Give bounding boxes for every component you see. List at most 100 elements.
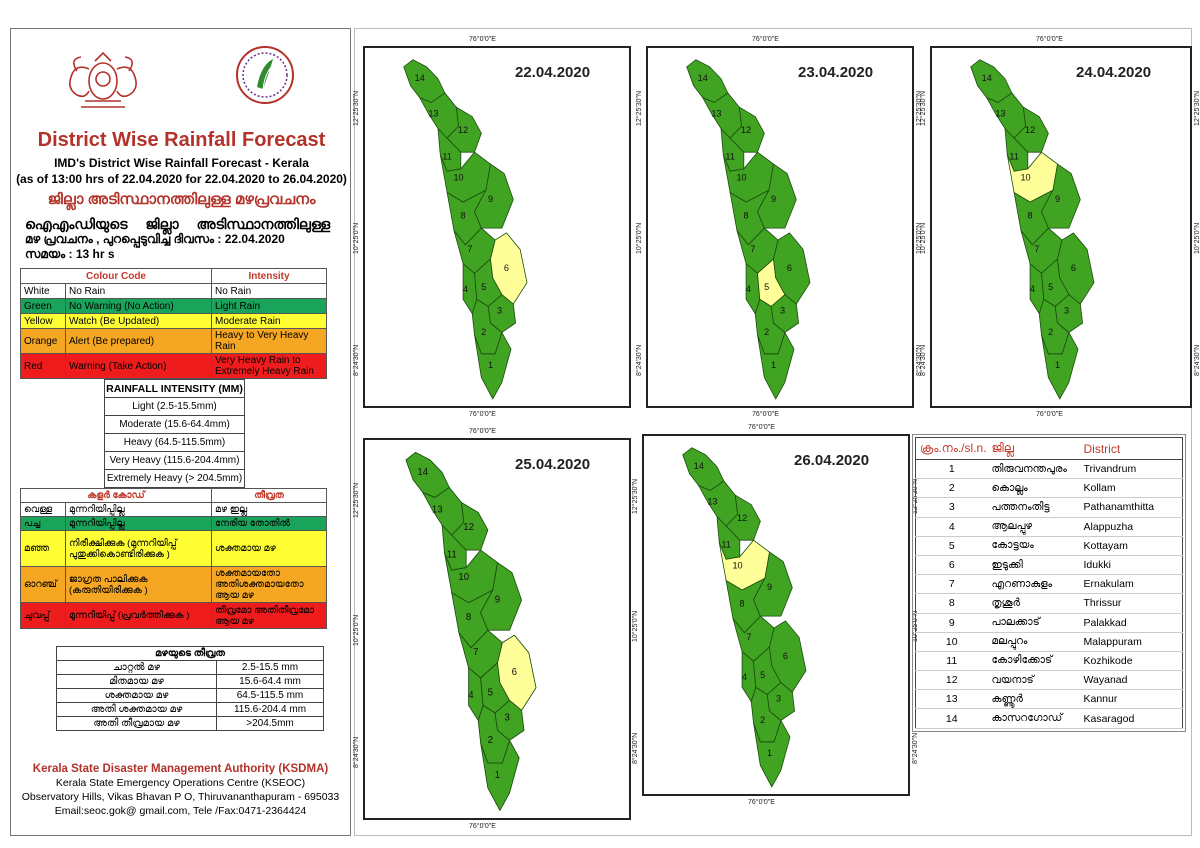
intensity-value: Heavy (64.5-115.5mm) <box>104 433 245 452</box>
colour-action-ml: മുന്നറിയിപ്പില്ല <box>65 516 212 531</box>
intensity-row: Heavy (64.5-115.5mm) <box>104 433 245 452</box>
intensity-value-ml: 15.6-64.4 mm <box>216 674 324 689</box>
district-row: 11 കോഴിക്കോട് Kozhikode <box>915 651 1183 672</box>
latitude-label: 10°25'0"N <box>632 610 639 642</box>
district-number-label: 1 <box>495 770 500 781</box>
district-table: ക്രം.നം./sl.n. ജില്ല District 1 തിരുവനന്ത… <box>915 437 1183 729</box>
colour-name: Red <box>20 353 66 379</box>
intensity-row-ml: അതി ശക്തമായ മഴ 115.6-204.4 mm <box>56 702 324 717</box>
colour-code-row-ml: ചുവപ്പ് മുന്നറിയിപ്പ് (പ്രവർത്തിക്കുക ) തീ… <box>20 602 327 629</box>
district-name-ml: കാസറഗോഡ് <box>987 708 1080 729</box>
district-number-label: 2 <box>481 327 486 337</box>
page-title-malayalam: ജില്ലാ അടിസ്ഥാനത്തിലുള്ള മഴപ്രവചനം <box>47 191 316 208</box>
district-number-label: 9 <box>495 594 500 605</box>
district-number-label: 7 <box>467 244 472 254</box>
map-date: 25.04.2020 <box>515 456 591 473</box>
district-number-label: 13 <box>995 108 1005 118</box>
district-number-label: 3 <box>776 693 781 703</box>
district-name-en: Kozhikode <box>1079 651 1183 672</box>
colour-action-ml: മുന്നറിയിപ്പില്ല <box>65 502 212 517</box>
forecast-map-panel: 1 2 3 4 5 6 7 8 9 10 11 12 13 14 22.04.2020 <box>363 46 631 408</box>
page-title: District Wise Rainfall Forecast <box>37 129 326 151</box>
colour-intensity-ml: നേരിയ തോതിൽ <box>211 516 327 531</box>
colour-code-row: Green No Warning (No Action) Light Rain <box>20 298 327 314</box>
latitude-label: 10°25'0"N <box>353 222 360 254</box>
district-number-label: 7 <box>746 632 751 642</box>
district-row: 10 മലപ്പുറം Malappuram <box>915 632 1183 652</box>
district-name-en: Kasaragod <box>1079 708 1183 729</box>
latitude-label: 8°24'30"N <box>912 732 919 764</box>
colour-action-ml: ജാഗ്രത പാലിക്കുക (കരുതിയിരിക്കുക ) <box>65 566 212 603</box>
intensity-value: Very Heavy (115.6-204.4mm) <box>104 451 245 470</box>
longitude-label: 76°0'0"E <box>748 799 775 806</box>
district-number-label: 14 <box>982 73 992 83</box>
colour-intensity: No Rain <box>211 283 327 299</box>
colour-code-row-ml: വെള്ള മുന്നറിയിപ്പില്ല മഴ ഇല്ല <box>20 502 327 517</box>
colour-intensity-ml: ശക്തമായ മഴ <box>211 530 327 567</box>
latitude-label: 8°24'30"N <box>1194 344 1200 376</box>
district-number-label: 3 <box>497 305 502 315</box>
district-name-ml: വയനാട് <box>987 670 1080 691</box>
colour-action-ml: നിരീക്ഷിക്കുക (മുന്നറിയിപ്പ് പുതുക്കികൊണ… <box>65 530 212 567</box>
district-number-label: 3 <box>504 712 510 723</box>
district-number-label: 7 <box>473 647 478 658</box>
colour-name-ml: പച്ച <box>20 516 66 531</box>
district-name-ml: തൃശൂർ <box>987 593 1080 614</box>
colour-intensity-ml: ശക്തമായതോ അതിശക്തമായതോ ആയ മഴ <box>211 566 327 603</box>
district-number-label: 5 <box>481 282 486 292</box>
longitude-label: 76°0'0"E <box>469 428 496 435</box>
district-number-label: 10 <box>1020 173 1030 183</box>
district-shape-9 <box>480 561 523 631</box>
district-number-label: 4 <box>742 672 747 682</box>
issued-line: ഐഎംഡിയുടെ ജില്ലാ അടിസ്ഥാനത്തിലുള്ള <box>25 216 331 232</box>
district-name-ml: എറണാകുളം <box>987 574 1080 595</box>
district-number-label: 6 <box>512 667 518 678</box>
district-number-label: 6 <box>787 263 792 273</box>
district-number-label: 7 <box>750 244 755 254</box>
colour-action: No Warning (No Action) <box>65 298 212 314</box>
footer-org: Kerala State Disaster Management Authori… <box>32 763 329 775</box>
district-name-ml: മലപ്പുറം <box>987 632 1080 652</box>
district-number-label: 5 <box>764 282 769 292</box>
intensity-value-ml: 2.5-15.5 mm <box>216 660 324 675</box>
district-shape-6 <box>769 620 807 693</box>
map-date: 22.04.2020 <box>515 64 591 81</box>
longitude-label: 76°0'0"E <box>469 36 496 43</box>
colour-name: Orange <box>20 328 66 354</box>
district-shape-14 <box>405 451 450 498</box>
intensity-value: Light (2.5-15.5mm) <box>104 397 245 416</box>
district-name-ml: കോട്ടയം <box>987 536 1080 556</box>
district-row: 1 തിരുവനന്തപുരം Trivandrum <box>915 459 1183 480</box>
ksdma-logo-icon <box>236 46 294 104</box>
colour-code-row: White No Rain No Rain <box>20 283 327 299</box>
colour-code-row-ml: ഓറഞ്ച് ജാഗ്രത പാലിക്കുക (കരുതിയിരിക്കുക )… <box>20 566 327 603</box>
intensity-row: Very Heavy (115.6-204.4mm) <box>104 451 245 470</box>
district-name-en: Wayanad <box>1079 670 1183 691</box>
district-shape-6 <box>773 232 811 305</box>
longitude-label: 76°0'0"E <box>752 36 779 43</box>
district-number-label: 10 <box>453 173 463 183</box>
district-number: 10 <box>915 632 988 652</box>
intensity-value-ml: >204.5mm <box>216 716 324 731</box>
district-shape-9 <box>1041 163 1081 229</box>
district-shape-14 <box>403 59 446 103</box>
intensity-header-ml: തീവ്രത <box>211 488 327 503</box>
district-number-label: 4 <box>463 284 468 294</box>
district-number-label: 14 <box>415 73 425 83</box>
intensity-row-ml: അതി തീവ്രമായ മഴ >204.5mm <box>56 716 324 731</box>
colour-code-header-ml: കളർ കോഡ് <box>20 488 212 503</box>
issued-info: ഐഎംഡിയുടെ ജില്ലാ അടിസ്ഥാനത്തിലുള്ള മഴ പ്… <box>25 217 345 262</box>
issued-date: മഴ പ്രവചനം , പുറപ്പെടുവിച്ച ദിവസം : 22.0… <box>25 232 285 246</box>
district-header-no: ക്രം.നം./sl.n. <box>915 437 988 460</box>
intensity-value: Moderate (15.6-64.4mm) <box>104 415 245 434</box>
latitude-label: 12°25'30"N <box>1194 90 1200 126</box>
forecast-map-panel: 1 2 3 4 5 6 7 8 9 10 11 12 13 14 25.04.2020 <box>363 438 631 820</box>
district-number-label: 6 <box>504 263 509 273</box>
district-number-label: 10 <box>458 572 469 583</box>
district-number-label: 2 <box>488 735 493 746</box>
district-number-label: 11 <box>1009 151 1018 161</box>
district-number: 2 <box>915 478 988 499</box>
page-subtitle: IMD's District Wise Rainfall Forecast - … <box>11 155 352 187</box>
